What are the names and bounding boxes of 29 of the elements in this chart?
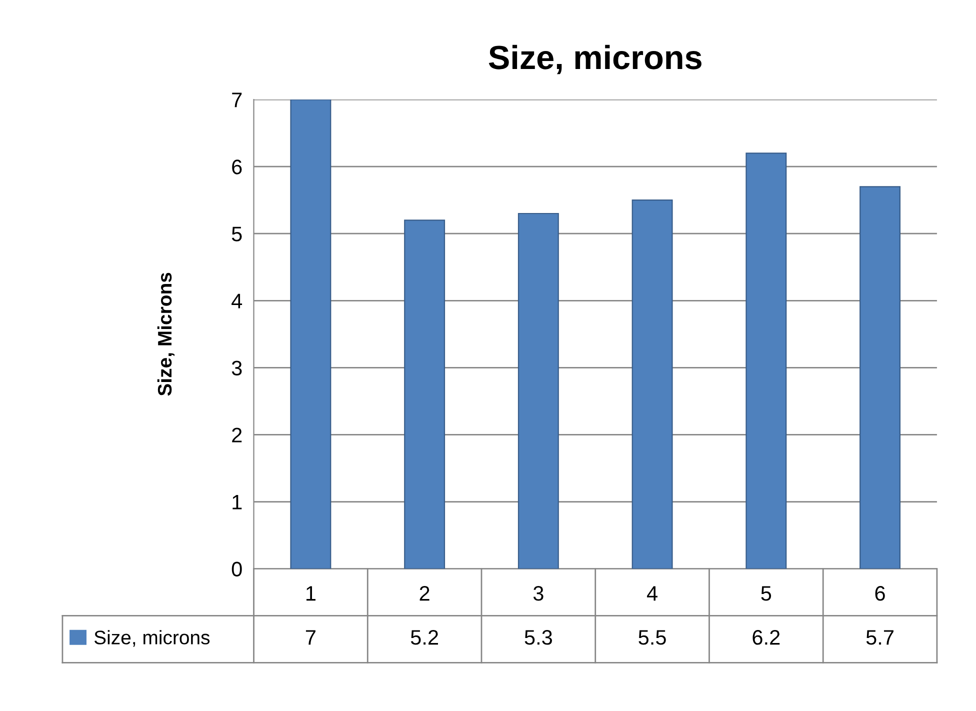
data-label: 5.2 — [410, 630, 438, 645]
bar — [632, 200, 673, 569]
x-tick-label: 3 — [533, 586, 544, 601]
bar — [518, 212, 559, 569]
x-tick-label: 6 — [875, 586, 885, 601]
bar — [290, 100, 332, 569]
bar — [746, 152, 787, 569]
data-label: 5.3 — [524, 630, 552, 645]
y-tick-label: 2 — [232, 428, 242, 442]
data-label: 5.5 — [638, 630, 666, 645]
y-tick-label: 0 — [232, 562, 242, 577]
y-tick-label: 4 — [232, 294, 242, 308]
y-axis-title: Size, Microns — [157, 272, 174, 396]
x-tick-label: 1 — [306, 586, 316, 601]
x-tick-label: 4 — [646, 586, 658, 601]
y-tick-label: 3 — [232, 360, 242, 376]
data-label: 7 — [306, 630, 316, 645]
x-tick-label: 5 — [761, 586, 772, 601]
y-tick-label: 1 — [232, 494, 242, 510]
bar — [860, 186, 901, 569]
data-label: 5.7 — [866, 630, 894, 645]
bar — [404, 220, 446, 569]
y-tick-label: 6 — [232, 160, 242, 174]
legend-label: Size, microns — [94, 630, 210, 647]
data-label: 6.2 — [752, 630, 780, 645]
x-tick-label: 2 — [420, 586, 430, 601]
y-tick-label: 7 — [232, 92, 242, 108]
y-tick-label: 5 — [232, 226, 242, 242]
chart-title: Size, microns — [488, 44, 702, 74]
